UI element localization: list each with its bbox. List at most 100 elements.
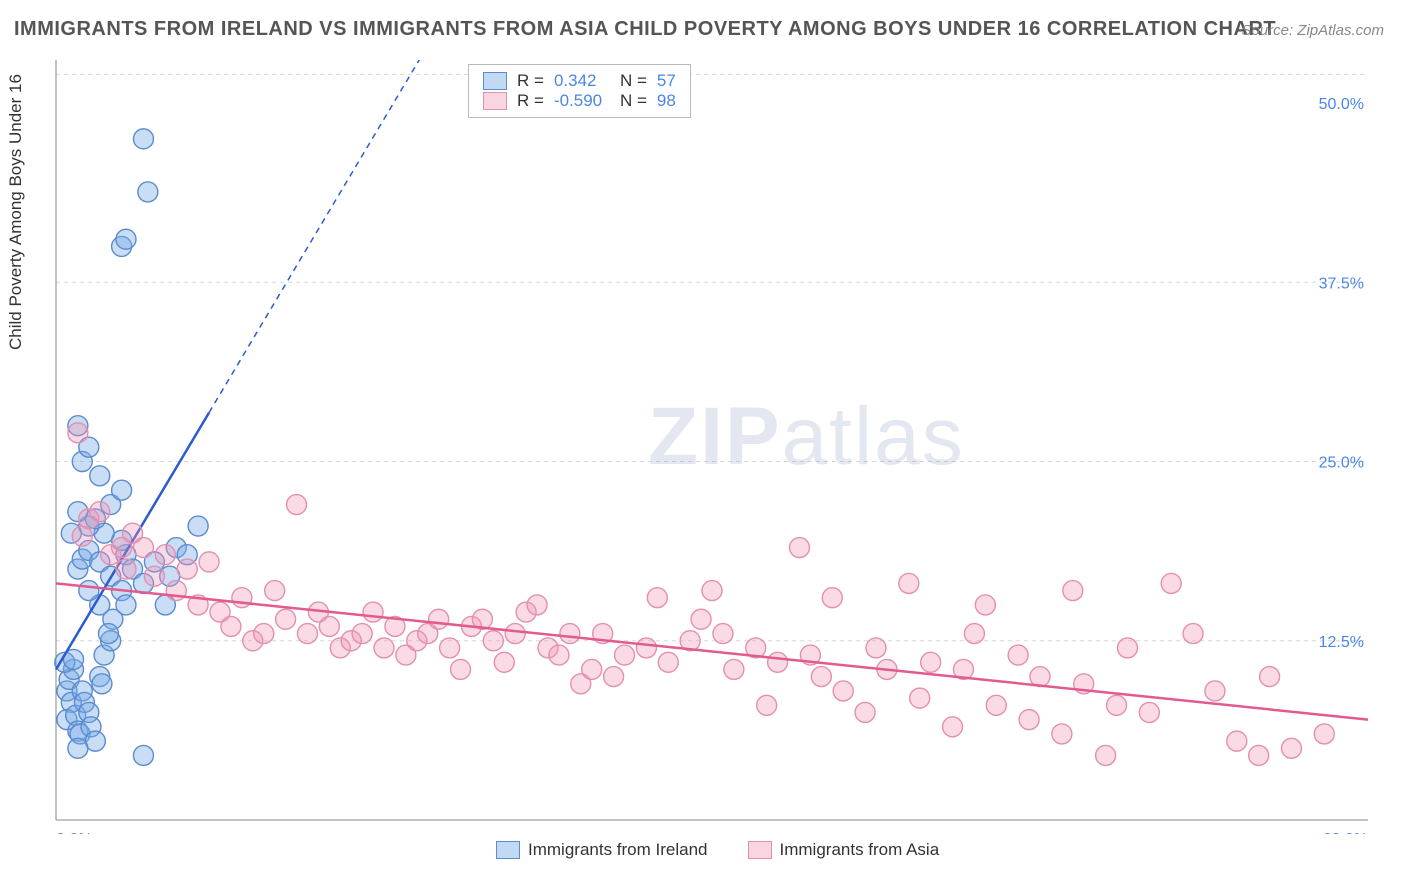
scatter-point: [276, 609, 296, 629]
scatter-point: [1314, 724, 1334, 744]
scatter-point: [319, 616, 339, 636]
scatter-point: [1096, 745, 1116, 765]
scatter-point: [116, 559, 136, 579]
scatter-point: [1107, 695, 1127, 715]
scatter-point: [1019, 710, 1039, 730]
n-value-asia: 98: [657, 91, 676, 111]
scatter-point: [374, 638, 394, 658]
scatter-point: [768, 652, 788, 672]
scatter-point: [1117, 638, 1137, 658]
legend-label-asia: Immigrants from Asia: [780, 840, 940, 860]
scatter-point: [1205, 681, 1225, 701]
scatter-chart-svg: 12.5%25.0%37.5%50.0%0.0%60.0%: [48, 60, 1378, 834]
y-tick-label: 12.5%: [1319, 634, 1364, 651]
r-value-asia: -0.590: [554, 91, 610, 111]
scatter-point: [505, 624, 525, 644]
y-axis-label: Child Poverty Among Boys Under 16: [6, 74, 26, 350]
scatter-point: [964, 624, 984, 644]
y-tick-label: 25.0%: [1319, 455, 1364, 472]
chart-title: IMMIGRANTS FROM IRELAND VS IMMIGRANTS FR…: [14, 18, 1276, 41]
scatter-point: [221, 616, 241, 636]
scatter-point: [757, 695, 777, 715]
scatter-point: [138, 182, 158, 202]
scatter-point: [429, 609, 449, 629]
scatter-point: [789, 538, 809, 558]
source-label: Source:: [1241, 22, 1293, 39]
scatter-point: [899, 573, 919, 593]
scatter-point: [116, 595, 136, 615]
scatter-point: [866, 638, 886, 658]
scatter-point: [910, 688, 930, 708]
n-label: N =: [620, 91, 647, 111]
legend-label-ireland: Immigrants from Ireland: [528, 840, 708, 860]
scatter-point: [352, 624, 372, 644]
scatter-point: [1227, 731, 1247, 751]
scatter-point: [560, 624, 580, 644]
regression-line: [56, 583, 1368, 719]
stats-legend: R = 0.342 N = 57 R = -0.590 N = 98: [468, 64, 691, 118]
scatter-point: [1183, 624, 1203, 644]
scatter-point: [986, 695, 1006, 715]
scatter-point: [1281, 738, 1301, 758]
scatter-point: [68, 423, 88, 443]
scatter-point: [615, 645, 635, 665]
y-tick-label: 50.0%: [1319, 96, 1364, 113]
scatter-point: [527, 595, 547, 615]
scatter-point: [451, 659, 471, 679]
scatter-point: [822, 588, 842, 608]
source-attribution: Source: ZipAtlas.com: [1241, 22, 1384, 39]
scatter-point: [691, 609, 711, 629]
scatter-point: [494, 652, 514, 672]
scatter-point: [582, 659, 602, 679]
scatter-point: [1161, 573, 1181, 593]
scatter-point: [833, 681, 853, 701]
scatter-point: [144, 566, 164, 586]
scatter-point: [975, 595, 995, 615]
y-tick-label: 37.5%: [1319, 275, 1364, 292]
stats-legend-row-ireland: R = 0.342 N = 57: [483, 71, 676, 91]
r-label: R =: [517, 91, 544, 111]
legend-item-ireland: Immigrants from Ireland: [496, 840, 708, 860]
scatter-point: [188, 516, 208, 536]
scatter-point: [98, 624, 118, 644]
n-value-ireland: 57: [657, 71, 676, 91]
scatter-point: [90, 466, 110, 486]
scatter-point: [658, 652, 678, 672]
scatter-point: [287, 495, 307, 515]
scatter-point: [90, 502, 110, 522]
scatter-point: [92, 674, 112, 694]
source-value: ZipAtlas.com: [1297, 22, 1384, 39]
scatter-point: [199, 552, 219, 572]
scatter-point: [549, 645, 569, 665]
scatter-point: [133, 745, 153, 765]
scatter-point: [1008, 645, 1028, 665]
scatter-point: [483, 631, 503, 651]
x-tick-label: 0.0%: [56, 831, 92, 834]
legend-swatch-blue: [496, 841, 520, 859]
scatter-point: [254, 624, 274, 644]
scatter-point: [155, 545, 175, 565]
scatter-point: [1063, 581, 1083, 601]
scatter-point: [604, 667, 624, 687]
scatter-point: [724, 659, 744, 679]
scatter-point: [232, 588, 252, 608]
regression-line-dashed: [209, 60, 428, 413]
r-label: R =: [517, 71, 544, 91]
series-legend: Immigrants from Ireland Immigrants from …: [496, 840, 939, 860]
scatter-point: [855, 702, 875, 722]
scatter-point: [363, 602, 383, 622]
legend-swatch-blue: [483, 72, 507, 90]
scatter-point: [72, 526, 92, 546]
scatter-point: [133, 538, 153, 558]
scatter-point: [1139, 702, 1159, 722]
scatter-point: [297, 624, 317, 644]
scatter-point: [112, 480, 132, 500]
scatter-point: [1052, 724, 1072, 744]
r-value-ireland: 0.342: [554, 71, 610, 91]
scatter-point: [811, 667, 831, 687]
scatter-point: [647, 588, 667, 608]
chart-plot-area: 12.5%25.0%37.5%50.0%0.0%60.0% ZIPatlas R…: [48, 60, 1378, 834]
legend-item-asia: Immigrants from Asia: [748, 840, 940, 860]
scatter-point: [1260, 667, 1280, 687]
stats-legend-row-asia: R = -0.590 N = 98: [483, 91, 676, 111]
